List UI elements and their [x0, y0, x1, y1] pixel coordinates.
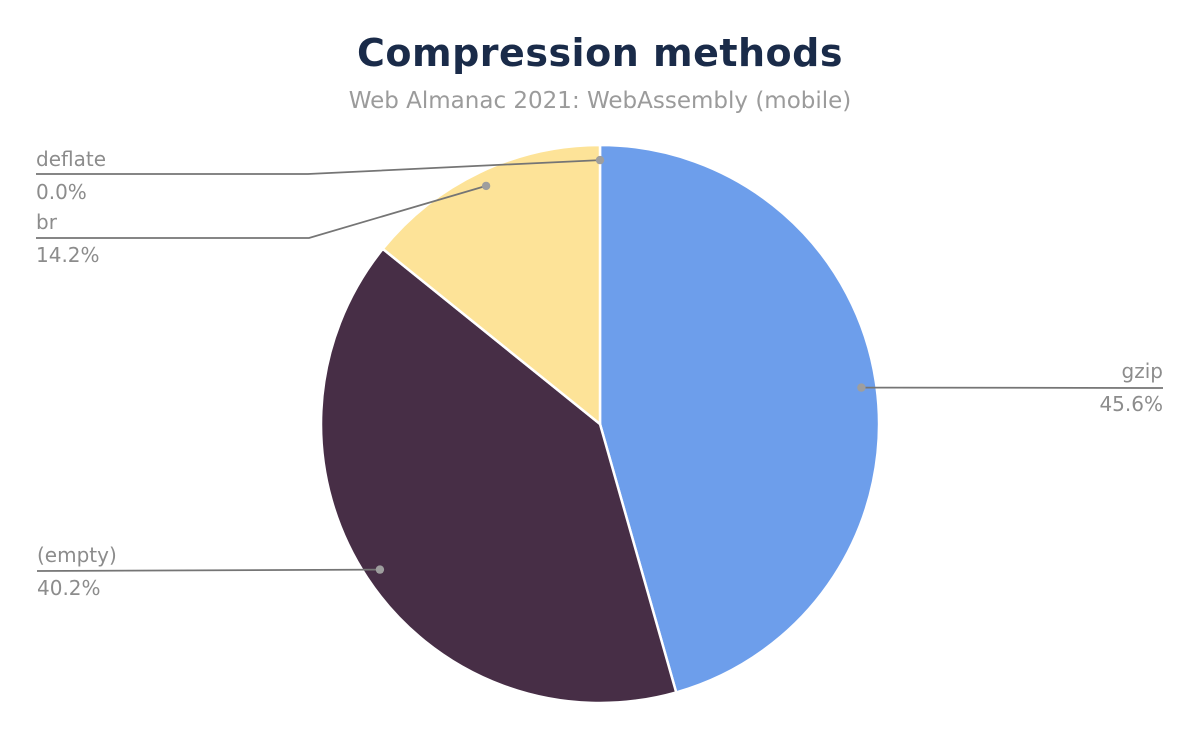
callout-line-br: [36, 185, 487, 239]
callout-dot-empty: [375, 565, 385, 574]
callout-deflate-label: deflate: [36, 147, 106, 171]
pie-slice-empty: [319, 247, 678, 705]
callout-line-empty: [36, 568, 380, 572]
callout-empty-label: (empty): [37, 543, 117, 567]
callout-empty-value: 40.2%: [37, 576, 101, 600]
pie-slices: [319, 143, 881, 705]
callout-deflate: deflate 0.0%: [36, 147, 106, 204]
callout-br: br 14.2%: [36, 210, 100, 267]
callout-gzip-value: 45.6%: [1099, 392, 1163, 416]
callout-connectors: [36, 155, 1164, 574]
callout-deflate-value: 0.0%: [36, 180, 87, 204]
chart-title: Compression methods: [357, 31, 843, 75]
callout-dot-gzip: [857, 383, 866, 392]
callout-br-label: br: [36, 210, 57, 234]
pie-slice-gzip: [598, 143, 881, 694]
callout-br-value: 14.2%: [36, 243, 100, 267]
callout-line-deflate: [36, 159, 601, 175]
callout-empty: (empty) 40.2%: [37, 543, 117, 600]
callout-gzip-label: gzip: [1121, 359, 1163, 383]
callout-dot-br: [481, 181, 491, 191]
chart-subtitle: Web Almanac 2021: WebAssembly (mobile): [348, 88, 852, 114]
pie-slice-br: [381, 143, 602, 426]
callout-dot-deflate: [595, 155, 605, 165]
callout-gzip: gzip 45.6%: [1099, 359, 1163, 416]
